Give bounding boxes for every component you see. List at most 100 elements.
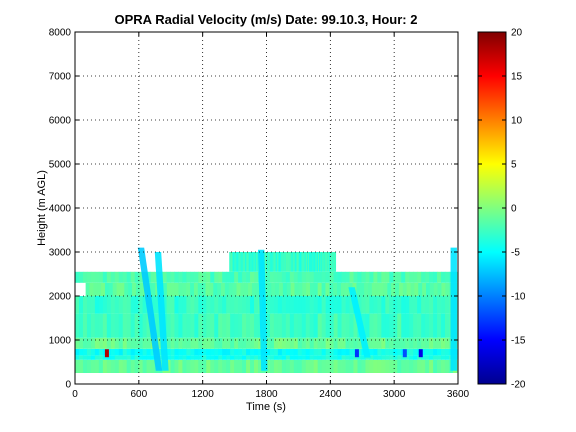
heatmap-layer-cell (178, 271, 183, 283)
heatmap-layer-cell (317, 337, 323, 349)
heatmap-layer-cell (102, 337, 108, 349)
heatmap-layer-cell (333, 313, 338, 338)
heatmap-layer-cell (82, 313, 88, 338)
heatmap-layer-cell (373, 355, 378, 360)
heatmap-layer-cell (202, 296, 207, 314)
colorbar-tick-label: -15 (511, 336, 526, 347)
heatmap-layer-cell (267, 282, 272, 296)
heatmap-layer-cell (313, 296, 319, 314)
heatmap-layer-cell (437, 282, 442, 296)
heatmap-layer-cell (413, 271, 418, 283)
heatmap-layer-cell (206, 313, 211, 338)
heatmap-layer-cell (281, 252, 283, 272)
heatmap-layer-cell (146, 359, 151, 373)
heatmap-layer-cell (393, 337, 398, 349)
heatmap-layer-cell (198, 348, 203, 356)
heatmap-layer-cell (340, 282, 346, 296)
heatmap-layer-cell (134, 348, 140, 356)
heatmap-layer-cell (238, 313, 243, 338)
heatmap-layer-cell (142, 337, 148, 349)
heatmap-layer-cell (406, 282, 411, 296)
y-tick-label: 4000 (49, 204, 72, 215)
heatmap-layer-cell (301, 252, 303, 272)
heatmap-layer-cell (321, 355, 327, 360)
heatmap-layer-cell (315, 252, 318, 272)
heatmap-layer-cell (285, 252, 288, 272)
heatmap-layer-cell (290, 252, 292, 272)
heatmap-layer-cell (94, 313, 100, 338)
heatmap-layer-cell (250, 359, 255, 373)
heatmap-layer-cell (230, 296, 235, 314)
heatmap-layer-cell (281, 348, 287, 356)
heatmap-layer-cell (305, 359, 311, 373)
heatmap-layer-cell (309, 282, 315, 296)
heatmap-layer-cell (373, 313, 378, 338)
heatmap-layer-cell (150, 348, 155, 356)
heatmap-layer-cell (365, 271, 370, 283)
heatmap-layer-cell (337, 282, 342, 296)
heatmap-layer-cell (325, 271, 331, 283)
heatmap-layer-cell (425, 271, 430, 283)
heatmap-layer-cell (106, 313, 112, 338)
heatmap-layer-cell (381, 313, 386, 338)
heatmap-layer-cell (102, 296, 108, 314)
heatmap-layer-cell (377, 359, 382, 373)
heatmap-layer-cell (429, 348, 434, 356)
heatmap-layer-cell (300, 252, 302, 272)
heatmap-layer-cell (441, 296, 446, 314)
heatmap-layer-cell (246, 313, 251, 338)
heatmap-layer-cell (186, 271, 191, 283)
heatmap-layer-cell (186, 355, 191, 360)
heatmap-layer-cell (317, 296, 323, 314)
heatmap-layer-cell (265, 296, 271, 314)
heatmap-layer-cell (98, 348, 104, 356)
heatmap-layer-cell (295, 252, 298, 272)
heatmap-layer-cell (301, 359, 307, 373)
heatmap-layer-cell (275, 252, 278, 272)
heatmap-layer-cell (337, 296, 342, 314)
heatmap-layer-cell (234, 348, 239, 356)
y-tick-label: 0 (65, 380, 71, 391)
heatmap-layer-cell (305, 252, 308, 272)
heatmap-layer-cell (309, 359, 315, 373)
heatmap-layer-cell (361, 355, 366, 360)
heatmap-layer-cell (273, 359, 279, 373)
heatmap-layer-cell (309, 337, 315, 349)
heatmap-layer-cell (170, 359, 175, 373)
heatmap-layer-cell (218, 355, 223, 360)
heatmap-layer-cell (281, 337, 287, 349)
heatmap-layer-cell (319, 252, 321, 272)
heatmap-layer-cell (317, 355, 323, 360)
heatmap-layer-cell (178, 337, 183, 349)
heatmap-layer-cell (106, 359, 112, 373)
heatmap-spot (418, 349, 423, 358)
heatmap-layer-cell (170, 313, 175, 338)
heatmap-layer-cell (353, 355, 358, 360)
heatmap-layer-cell (265, 271, 271, 283)
heatmap-layer-cell (305, 355, 311, 360)
heatmap-layer-cell (409, 337, 414, 349)
heatmap-layer-cell (437, 348, 442, 356)
heatmap-layer-cell (98, 313, 104, 338)
heatmap-layer-cell (90, 296, 96, 314)
heatmap-layer-cell (182, 313, 187, 338)
heatmap-layer-cell (337, 359, 342, 373)
heatmap-layer-cell (82, 348, 88, 356)
heatmap-layer-cell (305, 337, 311, 349)
heatmap-layer-cell (381, 348, 386, 356)
heatmap-layer-cell (122, 359, 128, 373)
heatmap-layer-cell (182, 337, 187, 349)
heatmap-layer-cell (130, 337, 136, 349)
heatmap-layer-cell (401, 313, 406, 338)
heatmap-layer-cell (417, 337, 422, 349)
heatmap-layer-cell (321, 296, 327, 314)
heatmap-layer-cell (110, 359, 116, 373)
heatmap-layer-cell (357, 359, 362, 373)
heatmap-layer-cell (353, 337, 358, 349)
heatmap-layer-cell (230, 359, 235, 373)
heatmap-layer-cell (214, 337, 219, 349)
heatmap-layer-cell (425, 348, 430, 356)
heatmap-layer-cell (90, 348, 96, 356)
heatmap-layer-cell (90, 271, 96, 283)
heatmap-layer-cell (413, 359, 418, 373)
